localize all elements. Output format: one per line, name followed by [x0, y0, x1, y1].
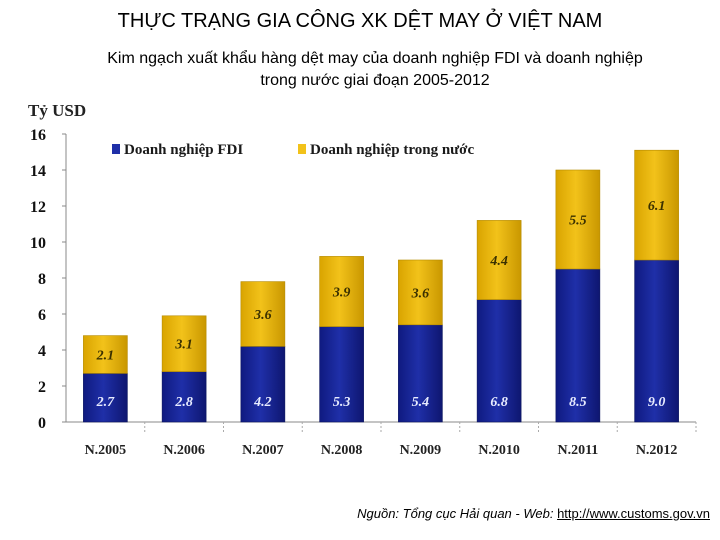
bar-segment — [634, 149, 679, 261]
bar-value-label: 5.5 — [569, 214, 587, 229]
bar-value-label: 6.8 — [490, 395, 508, 410]
x-tick-label: N.2007 — [242, 443, 284, 458]
bar-value-label: 3.6 — [253, 308, 272, 323]
bar-segment — [476, 299, 522, 423]
bar-segment — [240, 281, 286, 347]
x-tick-label: N.2009 — [400, 443, 442, 458]
y-tick-label: 16 — [30, 127, 46, 144]
bar-segment — [240, 346, 286, 423]
bar-value-label: 2.7 — [96, 395, 116, 410]
bar-value-label: 6.1 — [648, 199, 666, 214]
bar-segment — [319, 256, 364, 327]
subtitle-line-1: Kim ngạch xuất khẩu hàng dệt may của doa… — [107, 50, 643, 67]
bar-value-label: 3.1 — [174, 338, 193, 353]
bar-segment — [398, 324, 443, 423]
y-axis-label: Tỷ USD — [28, 101, 86, 120]
bar-segment — [398, 259, 443, 326]
bar-value-label: 2.1 — [96, 349, 115, 364]
source-link[interactable]: http://www.customs.gov.vn — [557, 506, 710, 521]
bar-segment — [83, 373, 128, 423]
bar-value-label: 9.0 — [648, 395, 666, 410]
bar-value-label: 5.4 — [412, 395, 430, 410]
x-tick-label: N.2012 — [636, 443, 678, 458]
legend-swatch — [298, 144, 306, 154]
bar-segment — [83, 335, 128, 374]
y-tick-label: 10 — [30, 235, 46, 252]
bar-value-label: 4.2 — [253, 395, 272, 410]
x-tick-label: N.2005 — [85, 443, 127, 458]
legend-label: Doanh nghiệp FDI — [124, 142, 243, 158]
y-tick-label: 2 — [38, 379, 46, 396]
bar-segment — [161, 371, 207, 423]
bar-segment — [476, 220, 522, 300]
y-tick-label: 14 — [30, 163, 46, 180]
page-subtitle: Kim ngạch xuất khẩu hàng dệt may của doa… — [60, 48, 690, 92]
x-tick-label: N.2010 — [478, 443, 520, 458]
bar-segment — [555, 268, 601, 423]
bar-value-label: 4.4 — [489, 254, 508, 269]
bar-value-label: 2.8 — [174, 395, 193, 410]
bar-value-label: 3.9 — [332, 286, 351, 301]
subtitle-line-2: trong nước giai đoạn 2005-2012 — [260, 72, 490, 89]
y-tick-label: 6 — [38, 307, 46, 324]
source-prefix: Nguồn: Tổng cục Hải quan - Web: — [357, 506, 558, 521]
source-note: Nguồn: Tổng cục Hải quan - Web: http://w… — [357, 506, 710, 521]
y-tick-label: 0 — [38, 415, 46, 432]
bar-segment — [634, 259, 679, 423]
legend-swatch — [112, 144, 120, 154]
bar-value-label: 3.6 — [411, 286, 430, 301]
bar-value-label: 8.5 — [569, 395, 587, 410]
x-tick-label: N.2011 — [557, 443, 598, 458]
bar-segment — [319, 326, 364, 423]
page-title: THỰC TRẠNG GIA CÔNG XK DỆT MAY Ở VIỆT NA… — [117, 10, 603, 32]
bar-value-label: 5.3 — [333, 395, 351, 410]
bar-segment — [161, 315, 207, 372]
y-tick-label: 4 — [38, 343, 46, 360]
y-tick-label: 8 — [38, 271, 46, 288]
x-tick-label: N.2006 — [163, 443, 205, 458]
y-tick-label: 12 — [30, 199, 46, 216]
legend-label: Doanh nghiệp trong nước — [310, 142, 474, 158]
bar-segment — [555, 169, 601, 270]
x-tick-label: N.2008 — [321, 443, 363, 458]
